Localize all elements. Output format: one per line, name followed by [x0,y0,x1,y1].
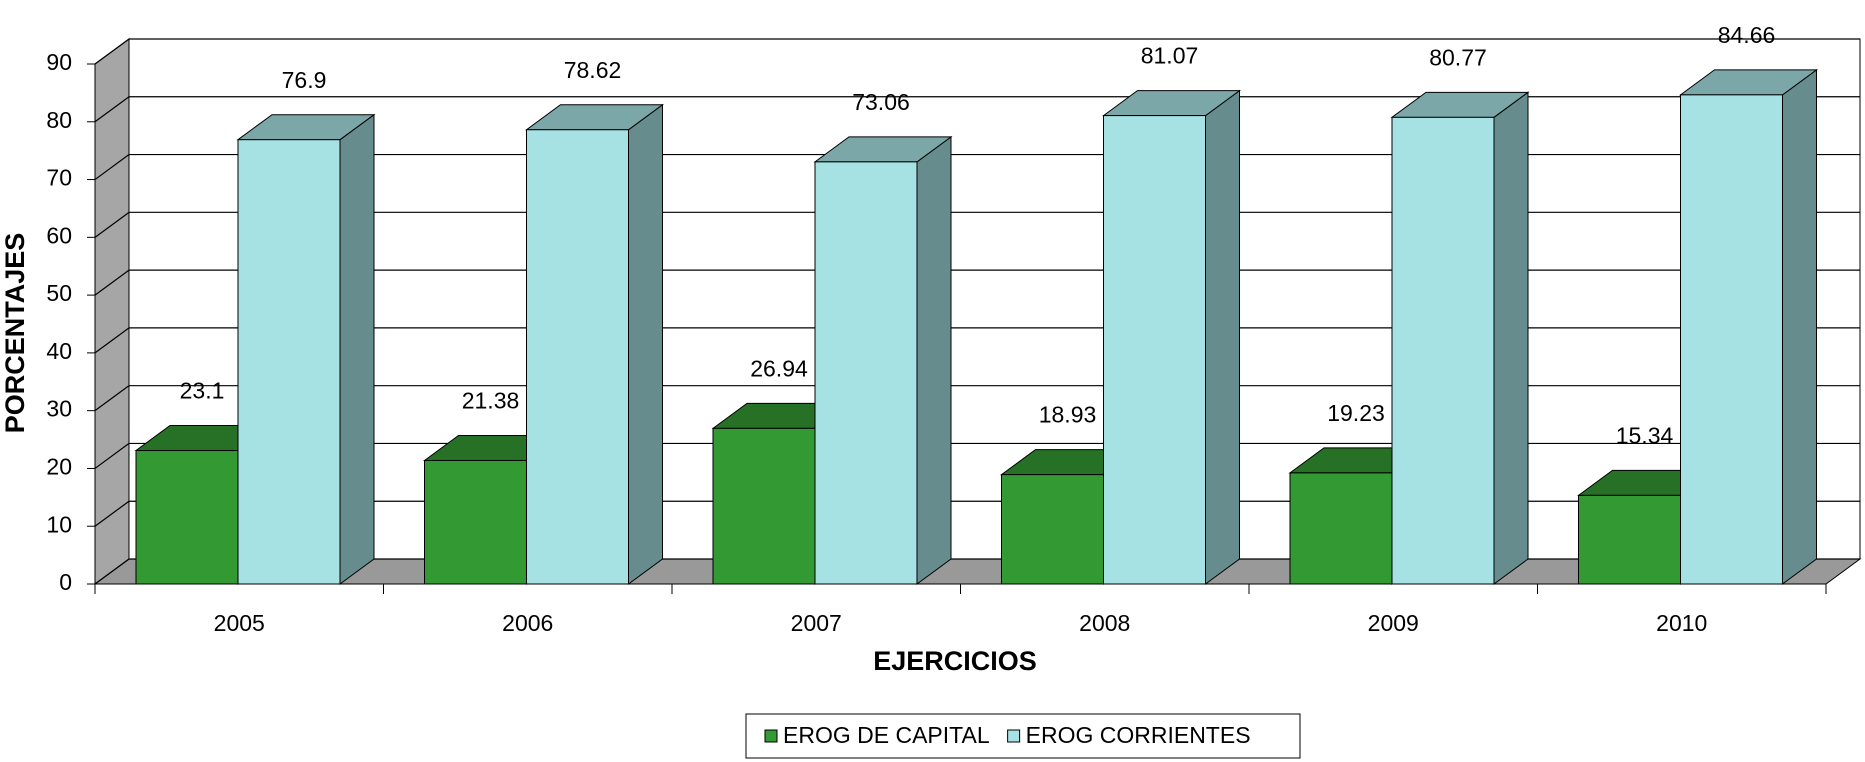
legend-label: EROG CORRIENTES [1026,722,1251,748]
grid-line [94,96,1860,123]
data-label: 73.06 [852,89,910,115]
x-tick-label: 2006 [502,610,553,636]
data-label: 18.93 [1039,402,1097,428]
data-label: 26.94 [750,355,808,381]
legend-swatch [764,729,778,743]
bars [134,68,1819,585]
bar-side [1205,89,1240,585]
grid-line [94,500,1860,527]
bar-side [916,135,952,585]
y-tick-label: 90 [46,49,72,75]
data-label: 84.66 [1718,22,1776,48]
bar-front [1289,472,1393,585]
back-wall [128,38,1861,560]
x-axis-title: EJERCICIOS [873,646,1037,676]
x-tick-label: 2010 [1656,610,1707,636]
x-tick-label: 2007 [791,610,842,636]
left-wall [94,38,130,585]
legend-label: EROG DE CAPITAL [783,722,990,748]
bar-front [237,139,341,585]
grid-line [94,385,1860,412]
bar-side [1782,68,1817,585]
bar [1678,68,1819,585]
data-label: 21.38 [462,388,520,414]
bar-side [628,103,663,585]
bar-front [526,129,629,585]
y-tick-label: 80 [46,107,72,133]
y-tick-label: 10 [46,511,72,537]
y-tick-label: 30 [46,396,72,422]
grid-line [94,327,1860,354]
y-tick-label: 60 [46,222,72,248]
bar-front [1680,94,1783,585]
bar [1101,89,1242,585]
legend-swatch [1007,729,1021,743]
grid-line [94,558,1860,585]
legend-box [745,713,1301,759]
grid-line [94,153,1860,181]
bar-front [1391,116,1495,585]
grid-line [94,442,1860,469]
y-tick-label: 50 [46,280,72,306]
bar-front [1103,115,1206,585]
x-tick-label: 2005 [214,610,265,636]
bar [524,103,665,585]
data-label: 15.34 [1616,422,1674,448]
data-label: 78.62 [564,57,622,83]
data-label: 19.23 [1327,400,1385,426]
x-tick-label: 2008 [1079,610,1130,636]
bar-front [814,161,918,585]
y-tick-label: 0 [59,569,72,595]
legend: EROG DE CAPITAL EROG CORRIENTES [764,722,1251,748]
grid-line [94,211,1860,238]
data-label: 80.77 [1429,44,1487,70]
bar [813,135,953,585]
bar-front [1578,494,1681,585]
grid [94,38,1860,585]
data-label: 23.1 [180,378,225,404]
grid-line [94,269,1860,296]
bar [1390,91,1530,585]
bar-front [1001,474,1104,585]
bar-side [339,113,375,585]
bar-side [1493,91,1529,585]
bar [236,113,376,585]
y-tick-label: 40 [46,338,72,364]
grid-line [94,38,1860,65]
x-tick-label: 2009 [1368,610,1419,636]
bar-front [424,459,527,585]
y-tick-label: 20 [46,454,72,480]
data-label: 81.07 [1141,43,1199,69]
bar-front [712,427,816,585]
data-label: 76.9 [282,67,327,93]
bar-front [135,450,239,585]
y-axis-title: PORCENTAJES [0,233,30,434]
y-tick-label: 70 [46,165,72,191]
